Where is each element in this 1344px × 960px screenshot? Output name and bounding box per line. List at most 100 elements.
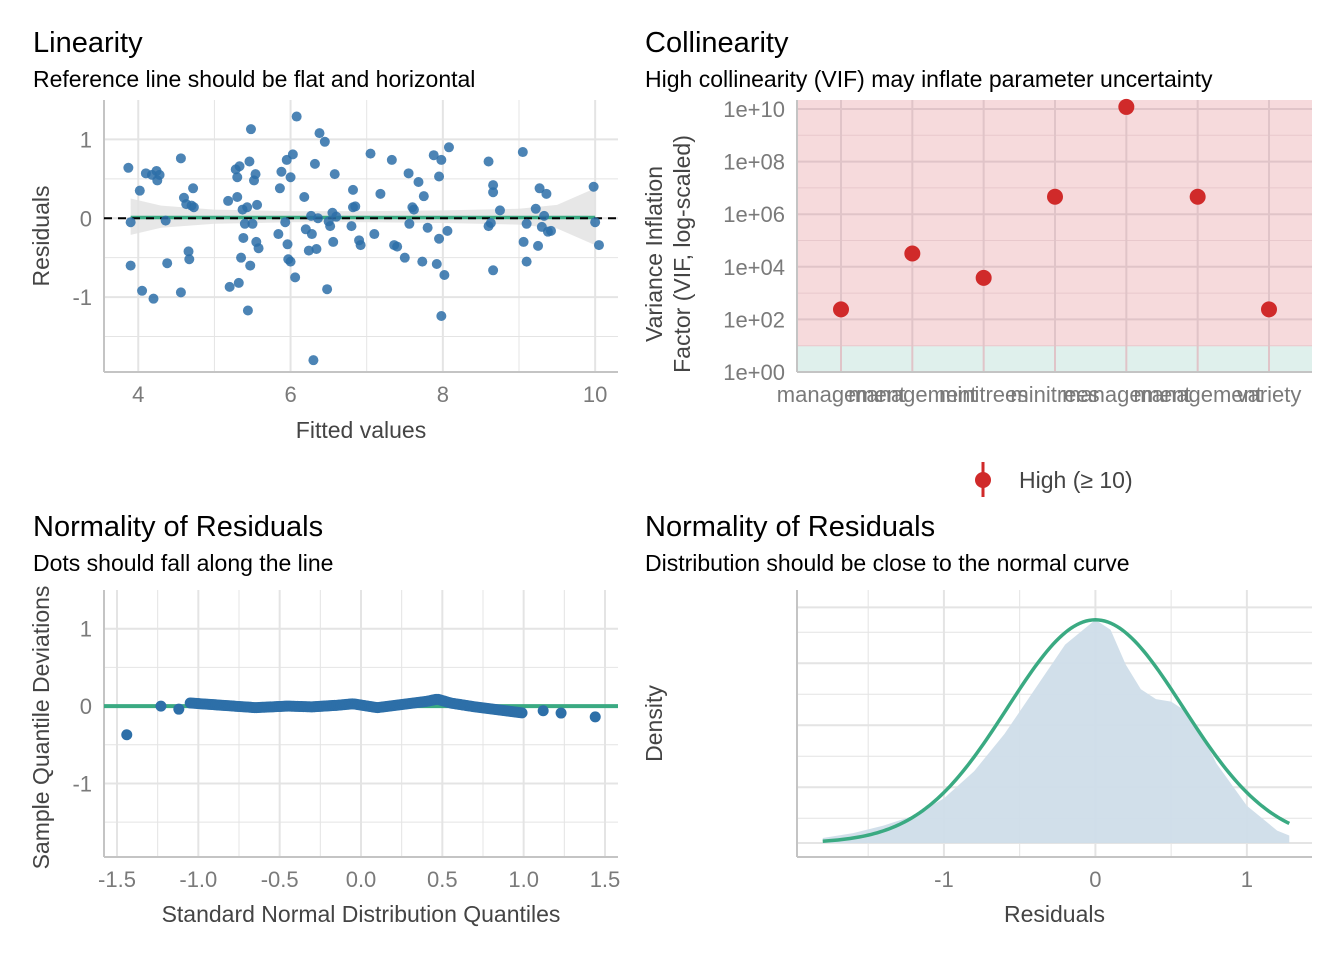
collinearity-x-tick-label: management <box>1133 382 1261 407</box>
linearity-data-point <box>273 229 284 240</box>
qq-title: Normality of Residuals <box>33 511 324 543</box>
linearity-data-point <box>242 202 253 213</box>
linearity-data-point <box>521 218 532 229</box>
qq-y-tick-label: 1 <box>80 617 92 642</box>
linearity-data-point <box>418 191 429 202</box>
collinearity-x-tick-label: minitrees <box>939 382 1028 407</box>
linearity-data-point <box>312 213 323 224</box>
linearity-data-point <box>162 258 173 269</box>
linearity-data-point <box>530 203 541 214</box>
linearity-data-point <box>399 252 410 263</box>
qq-data-point <box>173 703 185 715</box>
qq-data-point <box>121 729 133 741</box>
linearity-data-point <box>134 185 145 196</box>
linearity-data-point <box>236 252 247 263</box>
linearity-data-point <box>328 236 339 247</box>
linearity-data-point <box>322 284 333 295</box>
qq-data-point <box>155 700 167 712</box>
linearity-data-point <box>346 221 357 232</box>
collinearity-vif-point <box>833 301 849 318</box>
linearity-data-point <box>365 148 376 159</box>
linearity-data-point <box>331 211 342 222</box>
linearity-data-point <box>247 218 258 229</box>
linearity-x-axis-label: Fitted values <box>296 417 426 443</box>
density-subtitle: Distribution should be close to the norm… <box>645 550 1130 576</box>
legend-high-vif-marker <box>975 472 991 488</box>
linearity-data-point <box>375 188 386 199</box>
linearity-data-point <box>252 199 263 210</box>
linearity-data-point <box>443 142 454 153</box>
linearity-data-point <box>299 191 310 202</box>
qq-x-axis-label: Standard Normal Distribution Quantiles <box>162 901 561 927</box>
linearity-x-tick-label: 10 <box>583 382 607 407</box>
linearity-data-point <box>422 222 433 233</box>
linearity-data-point <box>242 305 253 316</box>
collinearity-vif-point <box>904 245 921 262</box>
qq-x-tick-label: -1.0 <box>179 867 217 892</box>
linearity-data-point <box>521 256 532 267</box>
qq-data-point <box>589 711 601 723</box>
linearity-data-point <box>403 168 414 179</box>
linearity-data-point <box>533 240 544 251</box>
legend-high-vif-label: High (≥ 10) <box>1019 467 1133 493</box>
collinearity-title: Collinearity <box>645 27 789 59</box>
linearity-data-point <box>541 188 552 199</box>
linearity-data-point <box>350 201 361 212</box>
density-x-axis-label: Residuals <box>1004 901 1105 927</box>
linearity-data-point <box>404 218 415 229</box>
collinearity-y-tick-label: 1e+10 <box>723 97 785 122</box>
linearity-data-point <box>309 158 320 169</box>
linearity-data-point <box>287 149 298 160</box>
density-normal-curve <box>822 618 1291 843</box>
linearity-data-point <box>417 256 428 267</box>
qq-x-tick-label: 1.0 <box>508 867 539 892</box>
qq-x-tick-label: 0.0 <box>346 867 377 892</box>
linearity-data-point <box>485 217 496 228</box>
linearity-data-point <box>125 260 136 271</box>
linearity-data-point <box>245 124 256 135</box>
collinearity-x-tick-label: management <box>777 382 905 407</box>
linearity-data-point <box>224 281 235 292</box>
qq-data-point <box>537 705 549 717</box>
linearity-data-point <box>348 184 359 195</box>
linearity-data-point <box>488 265 499 276</box>
linearity-data-point <box>250 169 261 180</box>
collinearity-y-axis-label-line: Factor (VIF, log-scaled) <box>669 135 695 373</box>
collinearity-subtitle: High collinearity (VIF) may inflate para… <box>645 66 1213 92</box>
linearity-data-point <box>308 355 319 366</box>
linearity-data-point <box>238 232 249 243</box>
linearity-data-point <box>517 147 528 158</box>
linearity-y-tick-label: 1 <box>80 127 92 152</box>
density-area <box>822 619 1290 843</box>
linearity-data-point <box>369 229 380 240</box>
linearity-data-point <box>291 111 302 122</box>
linearity-data-point <box>244 156 255 167</box>
collinearity-x-tick-label: management <box>848 382 976 407</box>
collinearity-x-tick-label: minitrees <box>1010 382 1099 407</box>
qq-y-axis-label: Sample Quantile Deviations <box>28 586 54 870</box>
linearity-x-tick-label: 8 <box>437 382 449 407</box>
linearity-data-point <box>290 272 301 283</box>
linearity-data-point <box>442 225 453 236</box>
linearity-data-point <box>280 217 291 228</box>
linearity-data-point <box>239 218 250 229</box>
density-x-tick-label: -1 <box>934 867 954 892</box>
linearity-data-point <box>274 183 285 194</box>
collinearity-vif-point <box>975 269 992 286</box>
linearity-data-point <box>590 217 601 228</box>
qq-x-tick-label: -0.5 <box>261 867 299 892</box>
linearity-data-point <box>125 217 136 228</box>
density-x-tick-label: 0 <box>1089 867 1101 892</box>
linearity-data-point <box>588 181 599 192</box>
collinearity-x-tick-label: management <box>1062 382 1190 407</box>
linearity-data-point <box>285 256 296 267</box>
linearity-data-point <box>123 162 134 173</box>
linearity-y-tick-label: 0 <box>80 206 92 231</box>
linearity-data-point <box>428 150 439 161</box>
linearity-data-point <box>488 187 499 198</box>
linearity-data-point <box>234 161 245 172</box>
linearity-data-point <box>148 293 159 304</box>
linearity-data-point <box>386 154 397 165</box>
linearity-subtitle: Reference line should be flat and horizo… <box>33 66 476 92</box>
